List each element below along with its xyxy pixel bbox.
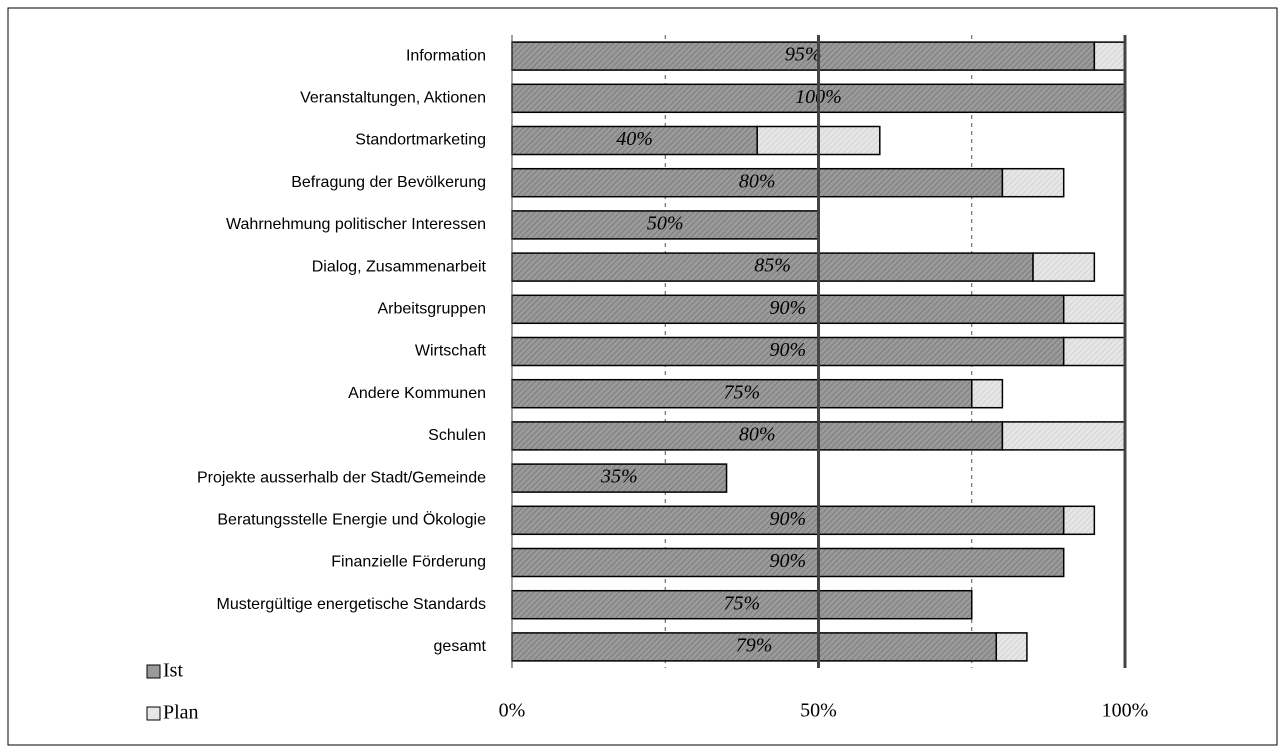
category-label: Wahrnehmung politischer Interessen	[226, 216, 486, 233]
category-label: Veranstaltungen, Aktionen	[300, 90, 486, 107]
bar-segment	[1001, 167, 1065, 198]
bar-segment	[1032, 252, 1096, 282]
x-tick-label: 100%	[1102, 700, 1149, 722]
category-label: Dialog, Zusammenarbeit	[312, 258, 487, 275]
bar-segment	[971, 378, 1004, 409]
bar-segment	[1062, 336, 1126, 367]
bar-segment	[511, 547, 1065, 578]
value-label: 90%	[770, 297, 807, 319]
bar-segment	[511, 378, 973, 409]
category-label: Wirtschaft	[415, 343, 487, 360]
category-label: Projekte ausserhalb der Stadt/Gemeinde	[197, 469, 486, 486]
category-label: gesamt	[434, 638, 487, 655]
category-label: Finanzielle Förderung	[331, 554, 486, 571]
value-label: 75%	[724, 592, 761, 614]
bar-segment	[511, 632, 998, 662]
category-label: Schulen	[428, 427, 486, 444]
bar-segment	[511, 167, 1004, 198]
bar-segment	[1001, 421, 1126, 451]
bar-segment	[995, 632, 1028, 662]
category-label: Information	[406, 47, 486, 64]
category-label: Arbeitsgruppen	[377, 301, 486, 318]
bar-segment	[1062, 294, 1126, 325]
bar-segment	[511, 210, 820, 240]
value-label: 90%	[770, 550, 807, 572]
legend-swatch	[146, 706, 161, 721]
legend-label: Ist	[163, 660, 183, 682]
bar-segment	[511, 294, 1065, 325]
value-label: 90%	[770, 339, 807, 361]
legend-swatch	[146, 664, 161, 679]
value-label: 40%	[616, 128, 653, 150]
value-label: 79%	[736, 634, 773, 656]
category-label: Andere Kommunen	[348, 385, 486, 402]
bar-segment	[511, 41, 1096, 71]
value-label: 85%	[754, 255, 791, 277]
value-label: 35%	[600, 466, 638, 488]
x-tick-label: 0%	[499, 700, 526, 722]
bar-segment	[511, 505, 1065, 536]
category-label: Standortmarketing	[355, 132, 486, 149]
value-label: 50%	[647, 212, 684, 234]
category-label: Beratungsstelle Energie und Ökologie	[217, 511, 486, 529]
bar-segment	[511, 125, 758, 156]
value-label: 80%	[739, 170, 776, 192]
value-label: 75%	[724, 381, 761, 403]
x-tick-label: 50%	[800, 700, 837, 722]
value-label: 90%	[770, 508, 807, 530]
value-label: 80%	[739, 423, 776, 445]
bar-segment	[511, 252, 1034, 282]
legend-label: Plan	[163, 702, 199, 724]
bar-segment	[511, 589, 973, 620]
bar-segment	[1093, 41, 1126, 71]
category-label: Mustergültige energetische Standards	[217, 596, 487, 613]
value-label: 95%	[785, 44, 822, 66]
bar-segment	[1062, 505, 1096, 536]
category-label: Befragung der Bevölkerung	[291, 174, 486, 191]
